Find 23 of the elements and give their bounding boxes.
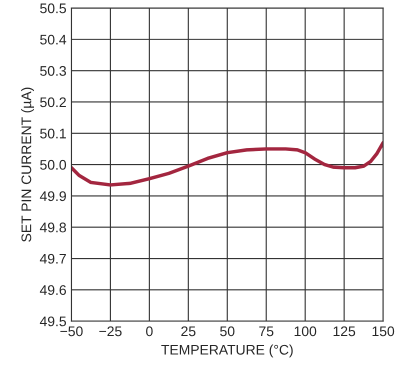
x-tick-label: 150 — [372, 326, 394, 336]
x-axis-title: TEMPERATURE (°C) — [161, 344, 293, 358]
y-tick-label: 50.0 — [40, 160, 66, 170]
x-tick-label: 0 — [146, 326, 153, 336]
y-tick-label: 49.8 — [40, 222, 66, 232]
x-tick-label: −50 — [60, 326, 83, 336]
x-tick-label: −25 — [99, 326, 122, 336]
y-tick-label: 49.7 — [40, 254, 66, 264]
y-tick-label: 50.4 — [40, 34, 66, 45]
x-tick-label: 25 — [181, 326, 196, 336]
x-tick-label: 75 — [259, 326, 274, 336]
line-series — [71, 140, 384, 187]
y-tick-label: 49.6 — [40, 285, 66, 295]
y-axis-title: SET PIN CURRENT (µA) — [21, 88, 34, 242]
y-tick-label: 50.2 — [40, 97, 66, 108]
y-tick-label: 49.9 — [40, 191, 66, 202]
x-tick-label: 100 — [294, 326, 316, 336]
y-tick-label: 50.5 — [40, 3, 66, 14]
y-tick-label: 50.3 — [40, 66, 66, 76]
x-tick-label: 50 — [220, 326, 234, 336]
y-tick-label: 49.5 — [40, 316, 66, 326]
x-tick-label: 125 — [334, 326, 356, 336]
y-tick-label: 50.1 — [40, 128, 66, 138]
